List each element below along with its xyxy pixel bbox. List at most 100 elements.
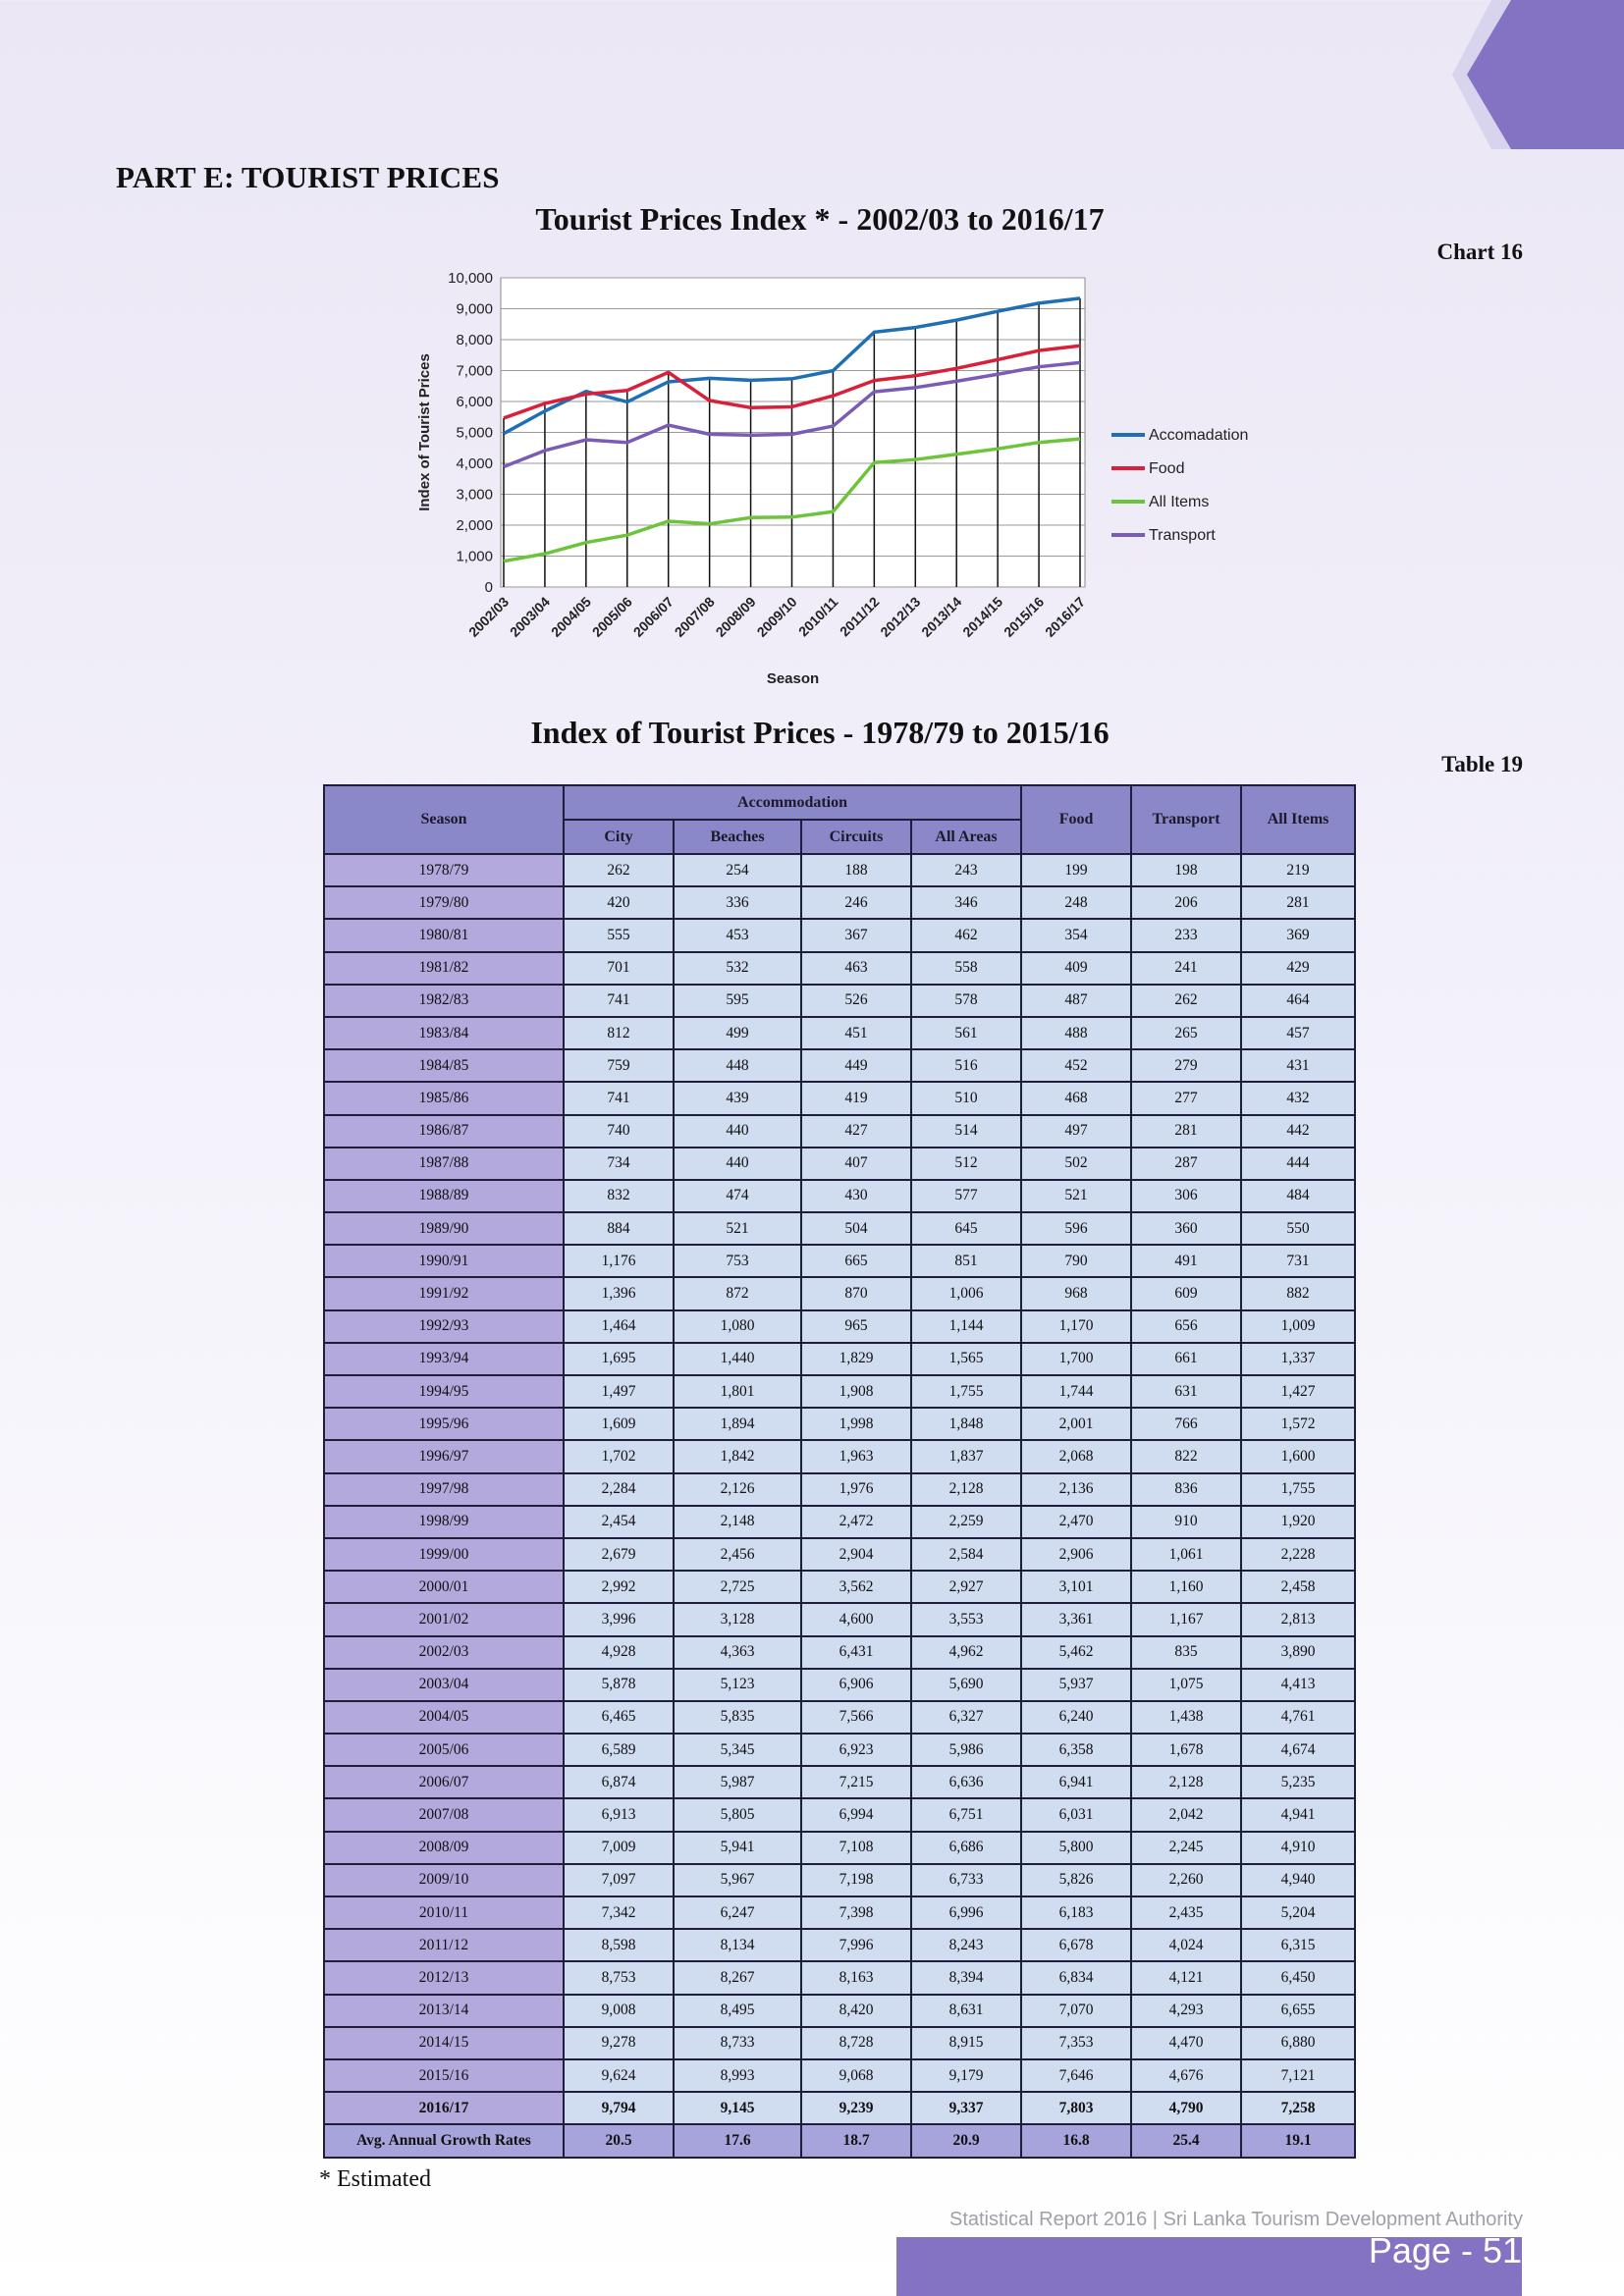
- cell-all-items: 6,450: [1240, 1960, 1357, 1996]
- cell-all-items: 2,458: [1240, 1570, 1357, 1605]
- cell-all-areas: 1,144: [909, 1308, 1023, 1344]
- cell-season: 2012/13: [323, 1960, 565, 1996]
- cell-circuits: 7,566: [800, 1699, 912, 1735]
- cell-season: 1988/89: [323, 1178, 565, 1214]
- cell-city: 1,497: [563, 1373, 675, 1410]
- cell-city: 812: [563, 1015, 675, 1051]
- cell-city: 9,624: [563, 2057, 675, 2094]
- cell-all-areas: 514: [909, 1113, 1023, 1148]
- cell-all-items: 4,910: [1240, 1830, 1357, 1865]
- cell-food: 452: [1020, 1048, 1133, 1084]
- cell-season: 1995/96: [323, 1407, 565, 1442]
- cell-season: 1985/86: [323, 1081, 565, 1116]
- cell-transport: 241: [1130, 950, 1243, 986]
- cell-circuits: 1,963: [800, 1439, 912, 1474]
- cell-food: 7,646: [1020, 2057, 1133, 2094]
- cell-all-items: 1,009: [1240, 1308, 1357, 1344]
- cell-season: 2015/16: [323, 2057, 565, 2094]
- cell-beaches: 2,456: [673, 1536, 802, 1573]
- cell-circuits: 9,239: [800, 2091, 912, 2126]
- chart-number-label: Chart 16: [1436, 240, 1523, 264]
- page-number: Page - 51: [1368, 2230, 1522, 2270]
- cell-food: 2,068: [1020, 1439, 1133, 1474]
- cell-food: 409: [1020, 950, 1133, 986]
- cell-all-items: 1,427: [1240, 1373, 1357, 1410]
- cell-city: 2,992: [563, 1570, 675, 1605]
- cell-city: 6,465: [563, 1699, 675, 1735]
- cell-all-items: 457: [1240, 1015, 1357, 1051]
- table-row: 1986/87 740 440 427 514 497 281 442: [323, 1113, 1357, 1148]
- cell-beaches: 439: [673, 1081, 802, 1116]
- cell-transport: 1,438: [1130, 1699, 1243, 1735]
- cell-beaches: 9,145: [673, 2091, 802, 2126]
- table-row: 2015/16 9,624 8,993 9,068 9,179 7,646 4,676 7,1…: [323, 2057, 1357, 2094]
- cell-circuits: 504: [800, 1211, 912, 1247]
- cell-season: 1986/87: [323, 1113, 565, 1148]
- cell-circuits: 7,108: [800, 1830, 912, 1865]
- cell-food: 487: [1020, 983, 1133, 1018]
- cell-circuits: 4,600: [800, 1602, 912, 1637]
- cell-transport: 4,470: [1130, 2025, 1243, 2060]
- cell-food: 6,240: [1020, 1699, 1133, 1735]
- y-tick-label: 9,000: [456, 301, 493, 318]
- cell-all-areas: 1,565: [909, 1341, 1023, 1377]
- cell-all-areas: 1,848: [909, 1407, 1023, 1442]
- cell-circuits: 419: [800, 1081, 912, 1116]
- table-number-label: Table 19: [1441, 752, 1523, 776]
- cell-beaches: 5,123: [673, 1667, 802, 1702]
- x-axis-title: Season: [767, 670, 819, 687]
- x-tick-label: 2013/14: [918, 594, 964, 640]
- cell-city: 3,996: [563, 1602, 675, 1637]
- cell-beaches: 3,128: [673, 1602, 802, 1637]
- cell-all-areas: 561: [909, 1015, 1023, 1051]
- cell-food: 2,136: [1020, 1471, 1133, 1507]
- cell-season: Avg. Annual Growth Rates: [323, 2123, 565, 2159]
- cell-food: 468: [1020, 1081, 1133, 1116]
- cell-beaches: 5,805: [673, 1797, 802, 1833]
- cell-city: 1,695: [563, 1341, 675, 1377]
- cell-food: 5,826: [1020, 1862, 1133, 1898]
- cell-city: 701: [563, 950, 675, 986]
- cell-beaches: 595: [673, 983, 802, 1018]
- cell-transport: 609: [1130, 1276, 1243, 1311]
- tourist-prices-line-chart: 0 1,000 2,000 3,000 4,000 5,000 6,000 7,000 8,00…: [416, 270, 1248, 687]
- cell-beaches: 8,495: [673, 1993, 802, 2028]
- table-row: 1995/96 1,609 1,894 1,998 1,848 2,001 766 1,572: [323, 1407, 1357, 1442]
- cell-transport: 1,061: [1130, 1536, 1243, 1573]
- cell-city: 7,097: [563, 1862, 675, 1898]
- cell-all-items: 882: [1240, 1276, 1357, 1311]
- cell-city: 2,679: [563, 1536, 675, 1573]
- cell-transport: 910: [1130, 1504, 1243, 1539]
- table-row: 2007/08 6,913 5,805 6,994 6,751 6,031 2,042 4,9…: [323, 1797, 1357, 1833]
- cell-city: 1,464: [563, 1308, 675, 1344]
- cell-all-items: 19.1: [1240, 2123, 1357, 2159]
- cell-circuits: 7,398: [800, 1895, 912, 1931]
- cell-all-areas: 510: [909, 1081, 1023, 1116]
- cell-all-areas: 6,327: [909, 1699, 1023, 1735]
- cell-all-items: 6,880: [1240, 2025, 1357, 2060]
- x-tick-label: 2014/15: [959, 594, 1005, 640]
- table-row: 2004/05 6,465 5,835 7,566 6,327 6,240 1,438 4,7…: [323, 1699, 1357, 1735]
- cell-all-items: 219: [1240, 852, 1357, 888]
- cell-season: 2000/01: [323, 1570, 565, 1605]
- y-tick-label: 6,000: [456, 394, 493, 410]
- cell-transport: 766: [1130, 1407, 1243, 1442]
- cell-circuits: 188: [800, 852, 912, 888]
- cell-beaches: 1,842: [673, 1439, 802, 1474]
- cell-transport: 2,435: [1130, 1895, 1243, 1931]
- cell-all-items: 6,315: [1240, 1928, 1357, 1963]
- cell-season: 1990/91: [323, 1244, 565, 1279]
- x-tick-label: 2011/12: [837, 594, 883, 640]
- cell-season: 2006/07: [323, 1765, 565, 1800]
- cell-beaches: 532: [673, 950, 802, 986]
- cell-beaches: 6,247: [673, 1895, 802, 1931]
- cell-circuits: 965: [800, 1308, 912, 1344]
- x-tick-label: 2004/05: [548, 594, 594, 640]
- cell-all-items: 1,755: [1240, 1471, 1357, 1507]
- cell-circuits: 8,728: [800, 2025, 912, 2060]
- cell-city: 741: [563, 1081, 675, 1116]
- table-row: 1980/81 555 453 367 462 354 233 369: [323, 918, 1357, 953]
- cell-all-items: 4,413: [1240, 1667, 1357, 1702]
- cell-city: 2,284: [563, 1471, 675, 1507]
- cell-circuits: 1,908: [800, 1373, 912, 1410]
